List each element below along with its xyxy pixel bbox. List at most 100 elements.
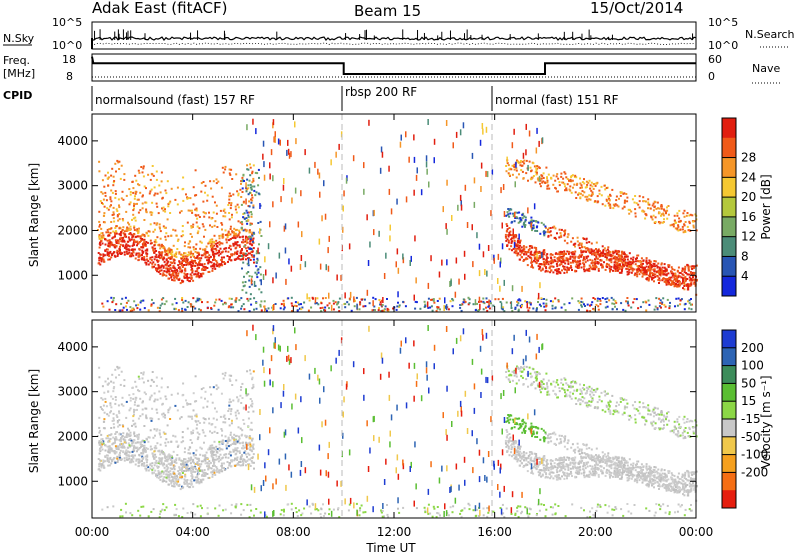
data-point <box>100 202 103 204</box>
data-point <box>221 434 223 437</box>
data-point <box>594 268 597 271</box>
data-point <box>521 213 524 216</box>
data-point <box>161 302 164 305</box>
data-point <box>633 274 636 277</box>
data-point <box>104 397 107 400</box>
data-point <box>118 250 121 253</box>
data-point <box>175 271 178 274</box>
data-point <box>283 302 285 305</box>
data-point <box>230 202 233 205</box>
data-point <box>249 398 252 400</box>
data-point <box>250 404 252 407</box>
data-point <box>525 159 528 162</box>
data-point <box>594 260 597 263</box>
data-point <box>592 188 595 190</box>
data-point <box>594 265 597 267</box>
data-point <box>141 413 144 416</box>
data-point <box>181 476 184 478</box>
data-point <box>559 263 562 266</box>
data-point <box>597 305 600 308</box>
data-point <box>249 372 252 375</box>
data-point <box>156 466 159 469</box>
data-point <box>132 213 135 216</box>
data-point <box>201 429 204 432</box>
data-point <box>485 297 488 300</box>
data-point <box>242 462 245 465</box>
data-point <box>534 229 537 232</box>
data-point <box>514 306 517 309</box>
data-point <box>237 439 240 442</box>
data-point <box>262 153 264 160</box>
data-point <box>142 452 145 455</box>
data-point <box>659 299 662 302</box>
data-point <box>104 174 107 177</box>
data-point <box>145 231 148 234</box>
data-point <box>539 232 542 235</box>
data-point <box>559 251 562 254</box>
data-point <box>246 178 249 181</box>
data-point <box>543 298 545 300</box>
data-point <box>524 258 527 261</box>
data-point <box>449 281 451 287</box>
data-point <box>594 262 597 265</box>
data-point <box>240 228 243 231</box>
data-point <box>663 280 666 283</box>
data-point <box>168 476 171 479</box>
data-point <box>239 188 242 191</box>
data-point <box>601 203 604 206</box>
data-point <box>319 191 321 198</box>
nsearch-line <box>91 42 696 45</box>
data-point <box>106 459 109 462</box>
data-point <box>203 249 206 252</box>
data-point <box>239 252 242 254</box>
data-point <box>110 462 113 465</box>
data-point <box>115 232 118 235</box>
data-point <box>139 301 142 304</box>
data-point <box>125 210 128 213</box>
data-point <box>135 253 138 256</box>
data-point <box>610 265 613 268</box>
data-point <box>190 482 193 485</box>
data-point <box>247 417 250 420</box>
data-point <box>165 398 168 401</box>
data-point <box>161 264 164 267</box>
data-point <box>564 232 566 235</box>
data-point <box>121 240 124 243</box>
data-point <box>167 205 170 208</box>
data-point <box>300 190 302 197</box>
data-point <box>478 270 481 277</box>
data-point <box>527 179 529 182</box>
data-point <box>149 462 152 465</box>
data-point <box>603 261 605 264</box>
data-point <box>523 162 526 165</box>
data-point <box>513 239 516 242</box>
data-point <box>547 228 549 231</box>
data-point <box>243 275 245 278</box>
data-point <box>121 396 124 399</box>
data-point <box>647 274 650 277</box>
data-point <box>545 262 548 265</box>
data-point <box>353 296 355 303</box>
data-point <box>575 197 578 199</box>
data-point <box>162 225 165 228</box>
data-point <box>695 229 698 232</box>
data-point <box>175 234 178 237</box>
data-point <box>516 245 519 248</box>
data-point <box>128 238 131 241</box>
data-point <box>125 301 128 304</box>
data-point <box>668 305 671 308</box>
data-point <box>658 279 661 282</box>
data-point <box>427 282 430 289</box>
data-point <box>480 162 483 169</box>
data-point <box>661 302 663 305</box>
data-point <box>104 456 107 458</box>
data-point <box>334 301 337 304</box>
data-point <box>374 298 377 301</box>
data-point <box>172 450 175 453</box>
data-point <box>634 215 637 218</box>
data-point <box>566 257 569 260</box>
data-point <box>653 268 656 271</box>
data-point <box>108 464 111 467</box>
data-point <box>562 265 565 268</box>
data-point <box>112 450 115 453</box>
